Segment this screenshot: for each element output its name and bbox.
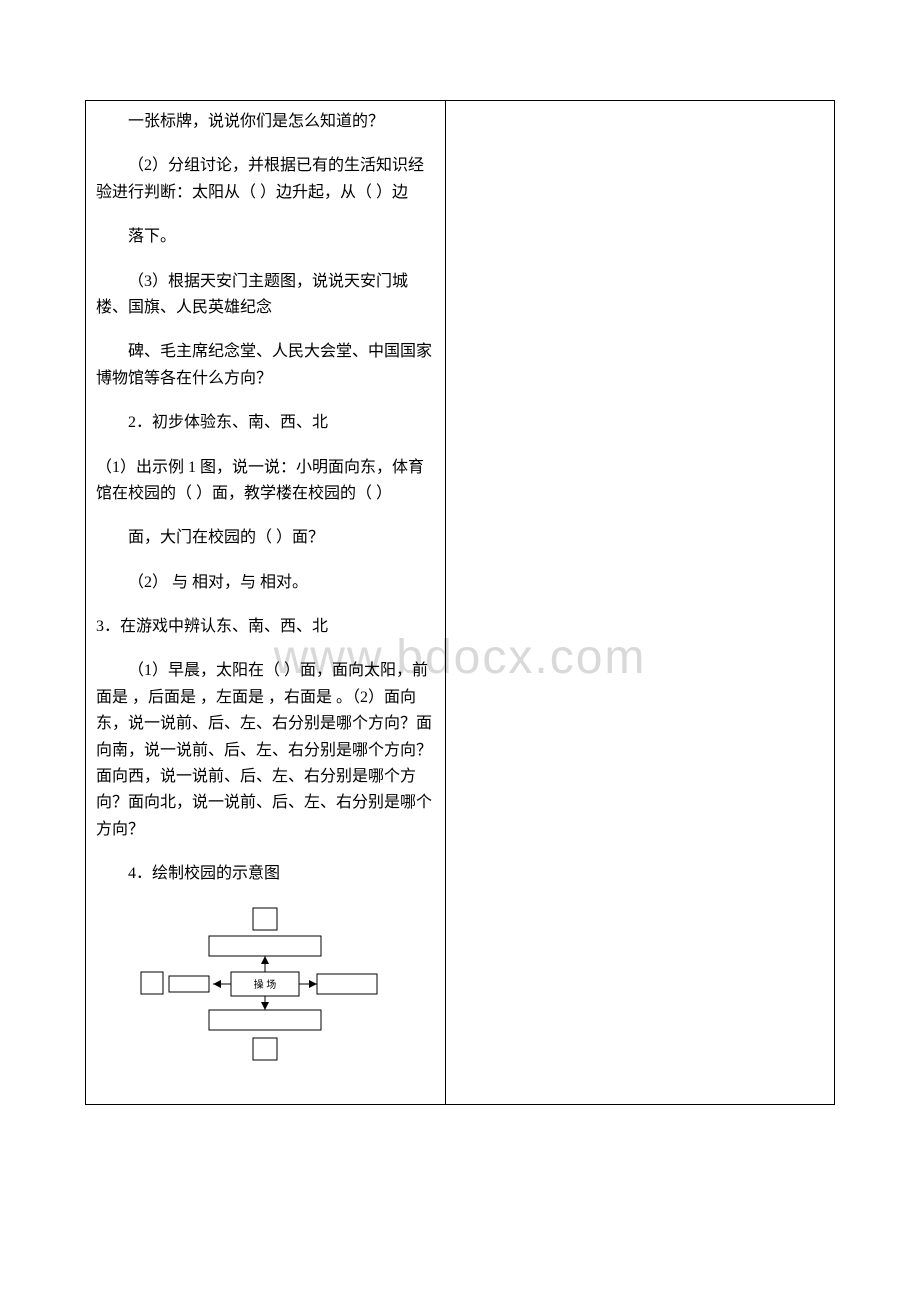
para-10: 3．在游戏中辨认东、南、西、北	[96, 614, 435, 640]
layout-table: 一张标牌，说说你们是怎么知道的？ （2）分组讨论，并根据已有的生活知识经验进行判…	[85, 100, 835, 1105]
left-column: 一张标牌，说说你们是怎么知道的？ （2）分组讨论，并根据已有的生活知识经验进行判…	[86, 101, 446, 1105]
right-column	[445, 101, 834, 1105]
campus-diagram: 操 场	[135, 906, 395, 1076]
para-2: （2）分组讨论，并根据已有的生活知识经验进行判断：太阳从（ ）边升起，从（ ）边	[96, 153, 435, 206]
para-9: （2） 与 相对，与 相对。	[96, 570, 435, 596]
para-5: 碑、毛主席纪念堂、人民大会堂、中国国家博物馆等各在什么方向？	[96, 339, 435, 392]
para-11: （1）早晨，太阳在（ ）面，面向太阳，前面是 ，后面是 ，左面是 ，右面是 。（…	[96, 658, 435, 843]
para-3: 落下。	[96, 224, 435, 250]
para-8: 面，大门在校园的（ ）面？	[96, 525, 435, 551]
para-4: （3）根据天安门主题图，说说天安门城楼、国旗、人民英雄纪念	[96, 269, 435, 322]
para-7: （1）出示例 1 图，说一说：小明面向东，体育馆在校园的（ ）面，教学楼在校园的…	[96, 455, 435, 508]
diagram-center-label: 操 场	[254, 978, 277, 991]
para-1: 一张标牌，说说你们是怎么知道的？	[96, 109, 435, 135]
document-page: 一张标牌，说说你们是怎么知道的？ （2）分组讨论，并根据已有的生活知识经验进行判…	[0, 0, 920, 1165]
para-12: 4．绘制校园的示意图	[96, 861, 435, 887]
para-6: 2．初步体验东、南、西、北	[96, 410, 435, 436]
